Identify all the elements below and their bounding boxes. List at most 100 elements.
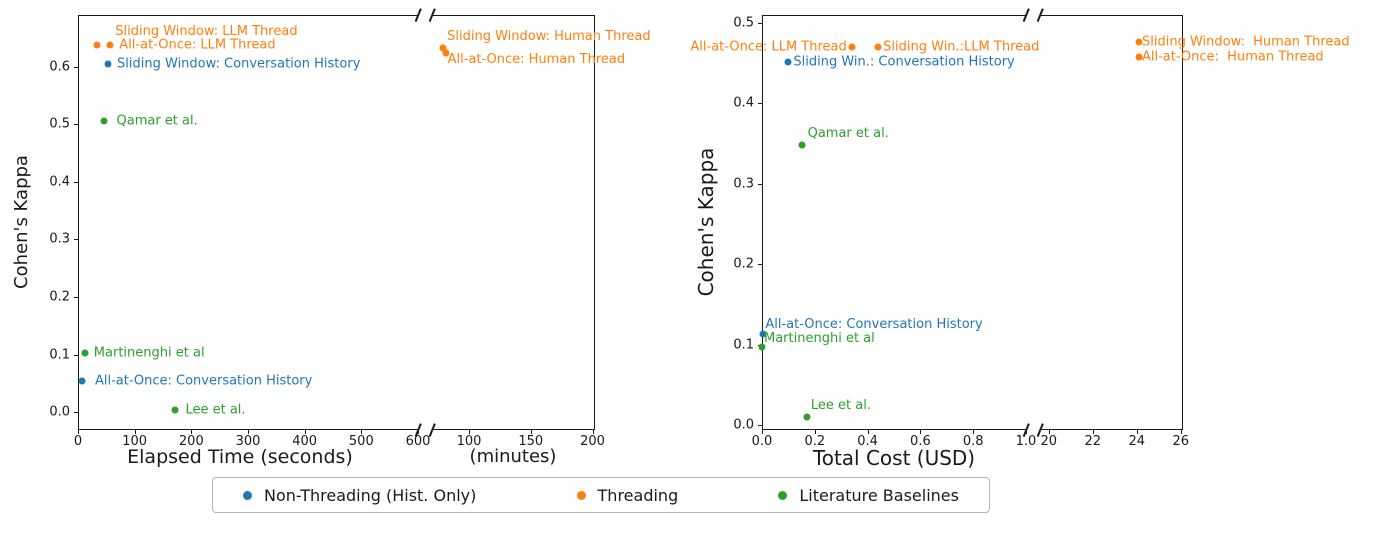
y-tick-mark xyxy=(758,23,762,25)
scatter-point xyxy=(104,60,112,68)
x-tick-label: 100 xyxy=(456,434,482,449)
x-tick-label: 20 xyxy=(1040,434,1058,449)
legend-label-literature: Literature Baselines xyxy=(799,485,959,505)
y-tick-mark xyxy=(74,66,78,68)
x-tick-label: 0 xyxy=(73,434,83,449)
x-tick-label: 100 xyxy=(122,434,148,449)
x-tick-label: 150 xyxy=(518,434,544,449)
x-tick-mark xyxy=(361,430,363,434)
scatter-point xyxy=(874,43,882,51)
scatter-point xyxy=(78,377,86,385)
x-tick-mark xyxy=(814,430,816,434)
x-tick-label: 600 xyxy=(405,434,431,449)
axis-frame xyxy=(432,15,595,430)
x-tick-label: 0.4 xyxy=(857,434,878,449)
y-tick-label: 0.3 xyxy=(49,231,70,247)
y-tick-label: 0.0 xyxy=(733,417,754,433)
point-label: Sliding Window: Human Thread xyxy=(447,28,651,44)
y-tick-label: 0.5 xyxy=(49,116,70,132)
legend-marker-threading-icon xyxy=(576,490,586,500)
y-tick-mark xyxy=(74,297,78,299)
scatter-point xyxy=(758,343,766,351)
point-label: Qamar et al. xyxy=(116,113,198,129)
y-tick-mark xyxy=(758,183,762,185)
point-label: All-at-Once: LLM Thread xyxy=(119,37,276,53)
scatter-point xyxy=(848,43,856,51)
x-axis-label-total-cost: Total Cost (USD) xyxy=(812,446,976,470)
x-tick-label: 300 xyxy=(235,434,261,449)
x-tick-mark xyxy=(1180,430,1182,434)
point-label: Martinenghi et al xyxy=(764,331,875,347)
legend-marker-literature-icon xyxy=(778,490,788,500)
x-tick-mark xyxy=(134,430,136,434)
legend-label-threading: Threading xyxy=(597,485,679,505)
point-label: Sliding Window: LLM Thread xyxy=(115,23,298,39)
x-tick-label: 0.6 xyxy=(910,434,931,449)
scatter-point xyxy=(93,41,101,49)
point-label: All-at-Once: Human Thread xyxy=(1142,49,1324,65)
scatter-point xyxy=(759,330,767,338)
y-tick-label: 0.1 xyxy=(733,337,754,353)
y-tick-label: 0.6 xyxy=(49,59,70,75)
scatter-point xyxy=(798,141,806,149)
scatter-point xyxy=(171,406,179,414)
legend-item-literature: Literature Baselines xyxy=(778,486,959,505)
legend: Non-Threading (Hist. Only) Threading Lit… xyxy=(212,477,990,513)
y-tick-label: 0.3 xyxy=(733,176,754,192)
x-tick-mark xyxy=(469,430,471,434)
x-tick-mark xyxy=(1048,430,1050,434)
x-tick-label: 0.8 xyxy=(962,434,984,449)
scatter-point xyxy=(442,49,450,57)
y-tick-label: 0.5 xyxy=(733,15,754,31)
scatter-point xyxy=(81,349,89,357)
x-tick-label: 200 xyxy=(178,434,204,449)
scatter-point xyxy=(100,117,107,125)
point-label: All-at-Once: LLM Thread xyxy=(690,39,847,55)
x-tick-label: 400 xyxy=(292,434,318,449)
point-label: Martinenghi et al xyxy=(93,345,205,361)
point-label: Sliding Win.:LLM Thread xyxy=(883,39,1040,55)
y-tick-mark xyxy=(74,181,78,183)
x-tick-label: 24 xyxy=(1128,434,1146,449)
x-tick-mark xyxy=(1136,430,1138,434)
y-tick-label: 0.2 xyxy=(49,289,70,305)
x-tick-mark xyxy=(1026,430,1027,434)
y-tick-mark xyxy=(758,103,762,105)
y-tick-mark xyxy=(74,239,78,241)
axis-frame xyxy=(762,15,1026,430)
legend-label-non-threading: Non-Threading (Hist. Only) xyxy=(264,485,477,505)
x-axis-label-seconds: Elapsed Time (seconds) xyxy=(127,446,353,468)
y-tick-label: 0.4 xyxy=(49,174,70,190)
y-tick-mark xyxy=(758,264,762,266)
point-label: Sliding Window: Human Thread xyxy=(1142,34,1350,50)
x-tick-mark xyxy=(1092,430,1094,434)
y-tick-mark xyxy=(74,412,78,414)
x-tick-mark xyxy=(973,430,975,434)
point-label: Qamar et al. xyxy=(807,126,889,142)
legend-item-threading: Threading xyxy=(576,485,679,505)
point-label: Sliding Win.: Conversation History xyxy=(793,54,1015,70)
x-tick-mark xyxy=(304,430,306,434)
scatter-point xyxy=(784,58,792,66)
x-tick-label: 26 xyxy=(1172,434,1190,449)
x-tick-mark xyxy=(867,430,869,434)
scatter-point xyxy=(439,44,447,52)
axis-break-mark xyxy=(428,423,436,437)
point-label: All-at-Once: Human Thread xyxy=(447,51,626,67)
x-tick-mark xyxy=(762,430,763,434)
legend-marker-non-threading-icon xyxy=(243,490,252,500)
y-tick-mark xyxy=(74,124,78,126)
x-tick-label: 22 xyxy=(1084,434,1102,449)
x-tick-mark xyxy=(248,430,249,434)
x-tick-mark xyxy=(191,430,193,434)
point-label: All-at-Once: Conversation History xyxy=(94,373,313,389)
y-tick-label: 0.4 xyxy=(733,95,754,111)
x-tick-label: 0.0 xyxy=(751,434,773,449)
scatter-point xyxy=(1135,38,1143,46)
x-tick-label: 1.0 xyxy=(1015,434,1037,449)
point-label: Lee et al. xyxy=(810,398,871,414)
point-label: Lee et al. xyxy=(185,402,246,418)
y-tick-label: 0.2 xyxy=(733,256,754,272)
scatter-point xyxy=(803,413,811,421)
